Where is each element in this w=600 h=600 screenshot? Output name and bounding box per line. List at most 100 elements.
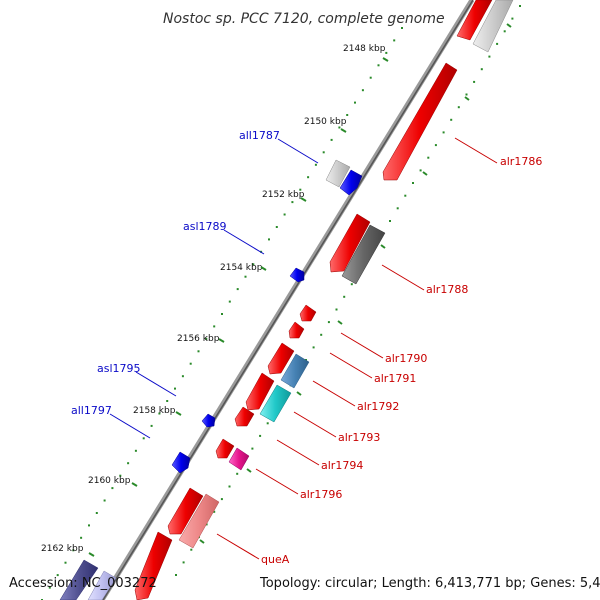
ring-dot <box>175 574 177 576</box>
gene-all1787-arrow <box>339 169 363 196</box>
ring-dot <box>480 68 483 71</box>
ring-dot <box>228 300 231 303</box>
ring-dot <box>427 156 430 159</box>
all1787-grey-box <box>325 159 351 188</box>
label-asl1789: asl1789 <box>183 220 227 233</box>
alr1793-cyan-box <box>259 384 292 423</box>
tick-mark <box>88 552 95 557</box>
label-queA: queA <box>261 553 290 566</box>
tick-label: 2162 kbp <box>41 544 84 554</box>
map-title: Nostoc sp. PCC 7120, complete genome <box>163 11 445 27</box>
gene-bottom-arrow <box>134 531 173 600</box>
tick-label: 2158 kbp <box>133 406 176 416</box>
gene-alr1792-arrow <box>267 342 295 375</box>
top-grey-box <box>472 0 514 53</box>
ring-dot <box>361 89 364 92</box>
ring-dot <box>189 362 192 365</box>
label-alr1793: alr1793 <box>338 431 380 444</box>
ring-dot <box>434 144 437 147</box>
alr1792-steel-box <box>280 353 310 389</box>
gene-labels: all1787 asl1789 asl1795 all1797 alr1786 … <box>71 129 542 566</box>
gene-alr1796-arrow <box>215 438 235 459</box>
ring-dot <box>343 295 346 298</box>
ring-dot <box>119 474 122 477</box>
label-alr1794: alr1794 <box>321 459 363 472</box>
gene-alr1794-arrow <box>234 406 255 427</box>
ring-dot <box>266 422 269 425</box>
tick-mark <box>218 338 225 343</box>
label-alr1786: alr1786 <box>500 155 542 168</box>
ring-dot <box>213 325 216 328</box>
ring-dot <box>252 263 255 266</box>
tick-label: 2156 kbp <box>177 334 220 344</box>
label-all1787: all1787 <box>239 129 280 142</box>
ring-dot <box>181 375 184 378</box>
queA-pink-box <box>178 493 220 549</box>
ring-dot <box>291 201 294 204</box>
alr1794-magenta-box <box>228 447 250 471</box>
outer-dotted-ring <box>175 5 521 576</box>
tick-mark <box>175 411 182 416</box>
tick-label: 2148 kbp <box>343 44 386 54</box>
gene-all1797-arrow <box>171 451 191 474</box>
ring-dot <box>142 437 145 440</box>
ring-dot <box>158 412 161 415</box>
tick-mark <box>382 57 389 62</box>
ring-dot <box>307 176 310 179</box>
ring-dot <box>80 536 83 539</box>
backbone <box>99 0 475 600</box>
ring-dot <box>72 549 75 552</box>
ring-dot <box>205 337 208 340</box>
ring-dot <box>335 308 338 311</box>
ring-dot <box>236 288 239 291</box>
ring-dot <box>197 350 200 353</box>
ring-dot <box>393 39 396 42</box>
ring-dot <box>450 118 453 121</box>
accession-text: Accession: NC_003272 <box>9 576 157 591</box>
ring-dot <box>320 333 323 336</box>
label-alr1791: alr1791 <box>374 372 416 385</box>
ring-dot <box>401 27 403 29</box>
ring-dot <box>111 487 114 490</box>
ring-dot <box>190 548 193 551</box>
ring-dot <box>419 169 422 172</box>
gene-alr1791-arrow <box>288 321 305 339</box>
ring-dot <box>127 462 130 465</box>
ring-dot <box>350 283 353 286</box>
ring-dot <box>251 447 254 450</box>
ring-dot <box>259 434 262 437</box>
ring-dot <box>236 472 239 475</box>
ring-dot <box>442 131 445 134</box>
ring-dot <box>314 163 317 166</box>
ring-dot <box>134 449 137 452</box>
ring-dot <box>473 80 476 83</box>
ring-dot <box>488 55 491 58</box>
ring-dot <box>327 321 330 324</box>
ring-dot <box>166 400 169 402</box>
kbp-ticks: 2148 kbp 2150 kbp 2152 kbp 2154 kbp 2156… <box>41 44 389 557</box>
feature-boxes <box>178 0 514 549</box>
inner-dotted-ring <box>41 27 403 600</box>
ring-dot <box>56 574 59 577</box>
label-all1797: all1797 <box>71 404 112 417</box>
ring-dot <box>213 510 216 513</box>
ring-dot <box>330 138 333 141</box>
alr1788-grey-box <box>341 224 386 285</box>
bottom-navy-box <box>59 559 99 600</box>
ring-dot <box>389 220 391 222</box>
tick-mark <box>260 266 267 271</box>
tick-label: 2154 kbp <box>220 263 263 273</box>
ring-dot <box>244 275 247 278</box>
ring-dot <box>503 30 506 33</box>
ring-dot <box>299 188 302 191</box>
label-alr1788: alr1788 <box>426 283 468 296</box>
gene-top-arrow <box>456 0 493 41</box>
forward-genes <box>134 0 493 600</box>
ring-dot <box>377 64 380 67</box>
ring-dot <box>228 485 231 488</box>
ring-dot <box>404 194 407 197</box>
ring-dot <box>338 126 341 129</box>
label-asl1795: asl1795 <box>97 362 141 375</box>
ring-dot <box>48 586 51 589</box>
ring-dot <box>511 17 514 20</box>
